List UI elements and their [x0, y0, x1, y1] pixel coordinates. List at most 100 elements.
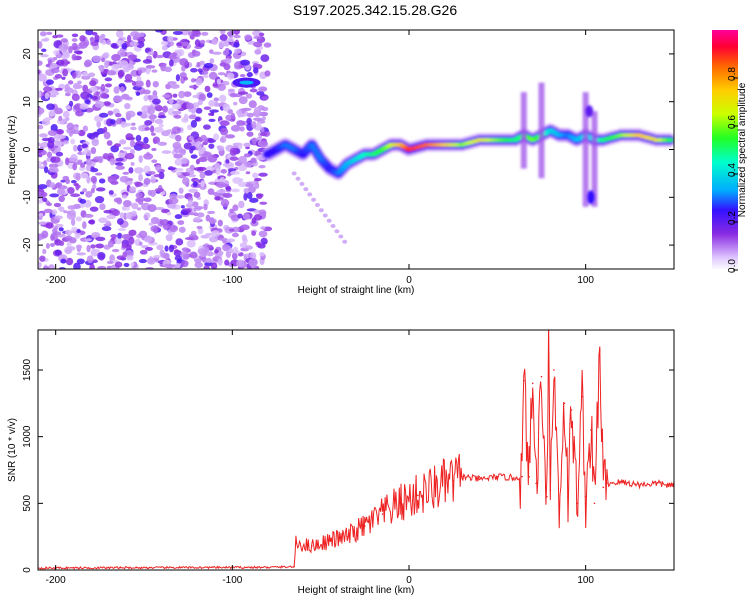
spectrogram-noise-blob	[98, 112, 109, 118]
spectrogram-noise-blob	[62, 68, 69, 77]
spectrogram-noise-blob	[197, 99, 203, 106]
colorbar-tick-label: 0.0	[727, 259, 738, 273]
spectrogram-noise-blob	[299, 181, 305, 186]
spectrogram-noise-blob	[38, 73, 47, 82]
spectrogram-noise-blob	[127, 54, 137, 61]
spectrogram-noise-blob	[82, 125, 88, 132]
spectrogram-noise-blob	[42, 248, 47, 255]
spectrogram-noise-blob	[90, 244, 96, 249]
snr-data-point	[558, 502, 560, 505]
spectrogram-noise-blob	[254, 177, 262, 182]
spectrogram-noise-blob	[67, 80, 74, 85]
spectrogram-ridge-core	[312, 149, 321, 154]
spectrogram-noise-blob	[38, 261, 42, 269]
snr-data-point	[364, 525, 366, 527]
spectrogram-noise-blob	[207, 210, 216, 215]
spectrogram-noise-blob	[73, 262, 81, 269]
snr-data-point	[567, 495, 569, 498]
spectrogram-noise-blob	[256, 194, 263, 200]
spectrogram-noise-blob	[128, 167, 134, 174]
snr-data-point	[590, 429, 592, 431]
snr-data-point	[602, 486, 605, 489]
spectrogram-noise-blob	[239, 126, 245, 132]
spectrogram-noise-blob	[206, 251, 214, 257]
spectrogram-noise-blob	[81, 150, 88, 156]
spectrogram-noise-blob	[75, 216, 82, 222]
spectrogram-noise-blob	[258, 86, 268, 92]
spectrogram-noise-blob	[203, 106, 212, 110]
spectrogram-noise-blob	[73, 144, 78, 152]
spectrogram-noise-blob	[230, 112, 236, 120]
spectrogram-noise-blob	[243, 142, 251, 148]
spectrogram-noise-blob	[208, 99, 216, 107]
snr-data-point	[637, 483, 640, 486]
spectrogram-noise-blob	[62, 118, 68, 124]
spectrogram-noise-blob	[216, 189, 227, 194]
spectrogram-noise-blob	[222, 193, 233, 198]
spectrogram-noise-blob	[153, 126, 164, 133]
spectrogram-noise-blob	[57, 188, 65, 196]
spectrogram-noise-blob	[65, 229, 73, 236]
spectrogram-noise-blob	[145, 79, 151, 88]
spectrogram-noise-blob	[100, 83, 106, 92]
spectrogram-noise-blob	[53, 226, 59, 230]
spectrogram-noise-blob	[116, 118, 123, 125]
spectrogram-noise-blob	[151, 69, 158, 73]
spectrogram-noise-blob	[196, 61, 201, 68]
spectrogram-noise-blob	[261, 116, 266, 121]
spectrogram-noise-blob	[58, 206, 65, 213]
spectrogram-noise-blob	[259, 132, 268, 137]
snr-x-tick-label: -200	[46, 575, 66, 586]
spectrogram-noise-blob	[190, 78, 196, 83]
spectrogram-noise-blob	[45, 243, 50, 249]
spectrogram-noise-blob	[83, 61, 91, 68]
snr-data-point	[523, 379, 525, 382]
spectrogram-noise-blob	[99, 35, 104, 44]
spectrogram-noise-blob	[106, 39, 112, 45]
spectrogram-noise-blob	[183, 113, 189, 122]
snr-data-point	[620, 481, 622, 483]
spectrogram-noise-blob	[103, 131, 111, 140]
spectrogram-noise-blob	[85, 30, 94, 36]
snr-data-point	[417, 494, 419, 497]
spectrogram-noise-blob	[41, 48, 47, 53]
spectrogram-noise-blob	[124, 152, 135, 160]
spectrogram-noise-blob	[162, 105, 168, 113]
spectrogram-noise-blob	[153, 255, 162, 259]
spectrogram-noise-blob	[95, 91, 101, 95]
spectrogram-noise-blob	[241, 234, 247, 242]
spectrogram-noise-blob	[150, 132, 156, 136]
spectrogram-noise-blob	[192, 102, 200, 108]
spectrogram-noise-blob	[150, 95, 159, 100]
spectrogram-noise-blob	[116, 218, 124, 225]
spectrogram-noise-blob	[131, 80, 137, 87]
spectrogram-noise-blob	[167, 35, 174, 43]
spectrogram-noise-blob	[176, 171, 182, 176]
spectrogram-noise-blob	[79, 198, 87, 204]
spectrogram-noise-blob	[50, 67, 60, 74]
spectrogram-noise-blob	[97, 265, 107, 269]
spectrogram-noise-blob	[240, 59, 251, 66]
snr-data-point	[521, 475, 523, 478]
spectrogram-noise-blob	[150, 175, 157, 184]
spectrogram-noise-blob	[107, 176, 117, 184]
spectrogram-noise-blob	[51, 156, 61, 163]
spectrogram-noise-blob	[122, 146, 132, 150]
colorbar-tick-label: 0.8	[727, 67, 738, 81]
spectrogram-noise-blob	[246, 71, 253, 78]
spectrogram-noise-blob	[138, 258, 147, 264]
spectrogram-noise-blob	[56, 53, 62, 59]
spectrogram-noise-blob	[194, 261, 203, 268]
spectrogram-noise-blob	[211, 51, 222, 55]
spectrogram-noise-blob	[168, 55, 178, 60]
spectrogram-noise-blob	[39, 31, 47, 37]
snr-x-ticks: -200 -100 0 100	[46, 330, 594, 586]
spectrogram-noise-blob	[248, 100, 257, 109]
spectrogram-noise-blob	[192, 181, 198, 187]
spectrogram-noise-blob	[122, 171, 130, 175]
spectrogram-noise-blob	[196, 212, 205, 218]
spectrogram-noise-blob	[258, 209, 267, 217]
spectrogram-noise-blob	[242, 213, 251, 220]
spectrogram-noise-blob	[106, 260, 114, 265]
spectrogram-noise-blob	[55, 151, 64, 157]
